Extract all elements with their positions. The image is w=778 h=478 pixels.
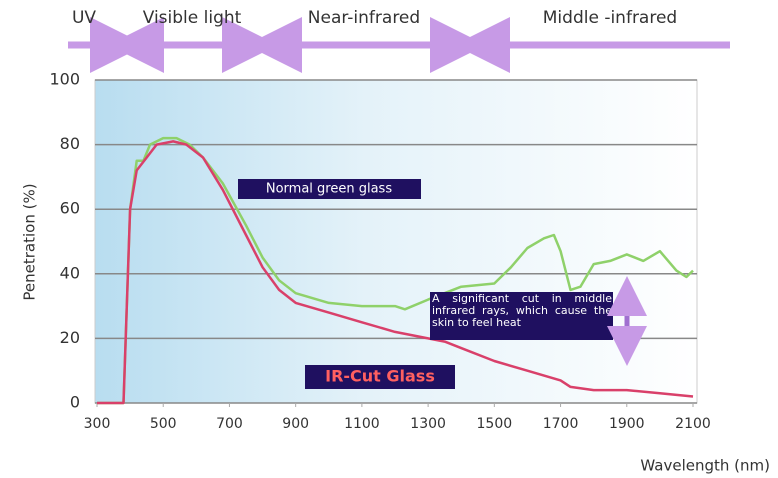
- x-tick-label: 2100: [675, 416, 711, 432]
- annotation: IR-Cut Glass: [325, 367, 435, 386]
- plot-area: [94, 79, 698, 404]
- x-tick-label: 700: [216, 416, 243, 432]
- band-label: UV: [72, 8, 96, 28]
- x-tick-label: 900: [282, 416, 309, 432]
- annotation: Normal green glass: [266, 182, 392, 197]
- series-line: [97, 140, 694, 405]
- marks: 0 20 40 60 80 100 300 500 700 900 1100 1300 1500 1700…: [49, 70, 710, 433]
- x-axis-label: Wavelength (nm): [640, 457, 770, 475]
- band-label: Near-infrared: [308, 8, 420, 28]
- annotation-wrap: A significant cut in middle infrared ray…: [432, 293, 612, 329]
- annotation-box: [238, 179, 421, 199]
- y-tick-label: 20: [60, 328, 80, 347]
- y-tick-label: 0: [70, 393, 80, 412]
- y-tick-label: 100: [49, 70, 80, 89]
- x-tick-label: 1900: [609, 416, 645, 432]
- y-tick-label: 80: [60, 134, 80, 153]
- band-label: Middle -infrared: [543, 8, 677, 28]
- x-tick-label: 300: [84, 416, 111, 432]
- x-tick-label: 1300: [410, 416, 446, 432]
- band-label: Visible light: [143, 8, 242, 28]
- x-tick-label: 1100: [344, 416, 380, 432]
- x-tick-label: 500: [150, 416, 177, 432]
- y-axis-label: Penetration (%): [21, 183, 39, 300]
- y-tick-label: 60: [60, 199, 80, 218]
- x-tick-label: 1700: [543, 416, 579, 432]
- x-tick-label: 1500: [477, 416, 513, 432]
- annotation-box: [305, 365, 455, 389]
- series-line: [97, 136, 694, 405]
- y-tick-label: 40: [60, 263, 80, 282]
- annotation: A significant cut in middle infrared ray…: [432, 293, 612, 329]
- annotation-box: [430, 292, 613, 340]
